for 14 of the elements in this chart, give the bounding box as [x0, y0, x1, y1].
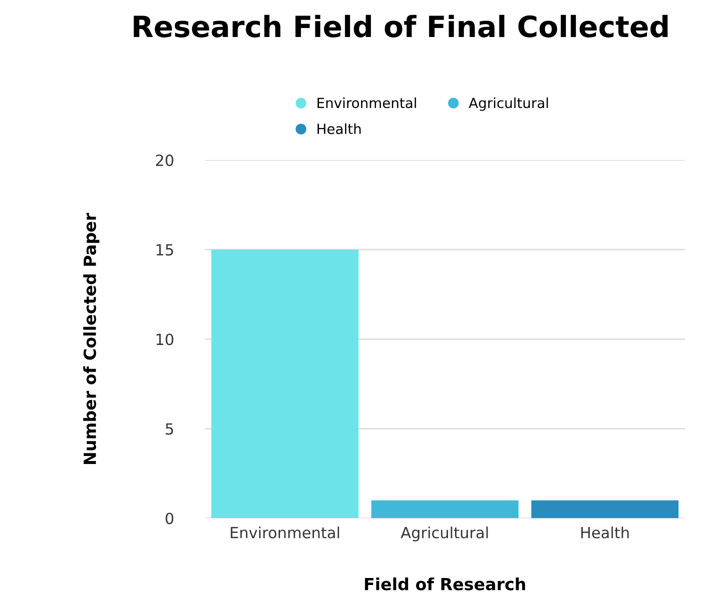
x-axis-title: Field of Research	[364, 577, 526, 590]
legend-label: Agricultural	[468, 97, 548, 111]
y-tick-label: 0	[166, 512, 174, 524]
x-tick-label: Health	[581, 526, 629, 538]
y-tick-label: 15	[156, 244, 174, 256]
x-tick-label: Environmental	[230, 526, 340, 538]
y-tick-label: 10	[156, 334, 174, 346]
y-axis-title: Number of Collected Paper	[83, 212, 100, 464]
y-tick-label: 5	[166, 423, 174, 435]
legend-label: Health	[318, 123, 361, 134]
y-tick-label: 20	[156, 154, 174, 166]
chart-title: Research Field of Final Collected	[134, 14, 668, 38]
legend-label: Environmental	[318, 97, 416, 108]
x-tick-label: Agricultural	[400, 526, 488, 542]
